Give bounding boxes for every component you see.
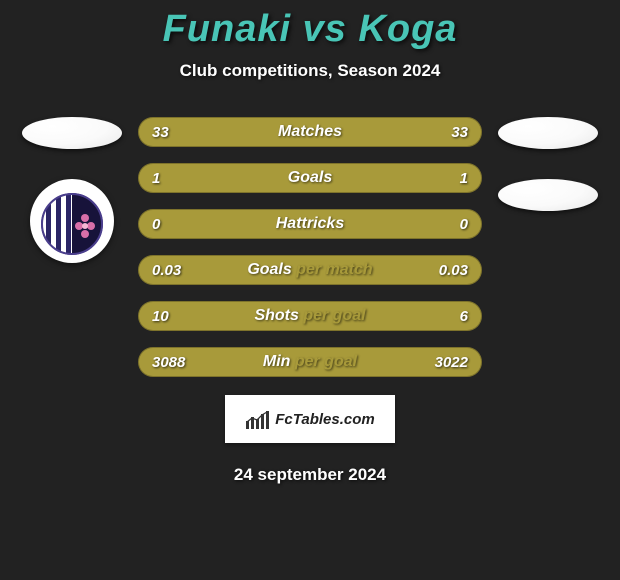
- card-date: 24 september 2024: [234, 465, 386, 485]
- stat-label: Goals per match: [212, 261, 408, 279]
- stat-label: Matches: [212, 123, 408, 141]
- stat-label-primary: Goals: [247, 261, 296, 278]
- stat-value-left: 1: [152, 170, 212, 187]
- stat-bar: 1 Goals 1: [138, 163, 482, 193]
- stat-label-primary: Shots: [254, 307, 303, 324]
- team-avatar-placeholder: [498, 179, 598, 211]
- stat-label-secondary: per match: [296, 261, 372, 278]
- stat-value-right: 3022: [408, 354, 468, 371]
- left-avatar-column: [17, 117, 127, 263]
- page-title: Funaki vs Koga: [163, 8, 458, 51]
- stat-value-left: 33: [152, 124, 212, 141]
- chart-bars-icon: [245, 409, 271, 429]
- stat-label-secondary: per goal: [295, 353, 357, 370]
- stat-value-left: 3088: [152, 354, 212, 371]
- stat-value-left: 0: [152, 216, 212, 233]
- content-row: 33Matches331Goals10Hattricks00.03Goals p…: [0, 117, 620, 377]
- stat-bar: 0.03Goals per match0.03: [138, 255, 482, 285]
- stat-value-right: 0.03: [408, 262, 468, 279]
- brand-logo-box: FcTables.com: [225, 395, 395, 443]
- player-avatar-placeholder: [22, 117, 122, 149]
- stat-label-secondary: per goal: [303, 307, 365, 324]
- stat-value-right: 6: [408, 308, 468, 325]
- stat-bar: 33 Matches 33: [138, 117, 482, 147]
- team-badge-logo: [30, 179, 114, 263]
- stat-value-left: 10: [152, 308, 212, 325]
- stat-value-right: 33: [408, 124, 468, 141]
- comparison-card: Funaki vs Koga Club competitions, Season…: [0, 0, 620, 580]
- stat-bars-container: 33Matches331Goals10Hattricks00.03Goals p…: [135, 117, 485, 377]
- stat-label-primary: Min: [263, 353, 295, 370]
- brand-name: FcTables.com: [275, 411, 374, 428]
- stat-label-primary: Matches: [278, 123, 342, 140]
- stat-label: Goals: [212, 169, 408, 187]
- stat-value-right: 1: [408, 170, 468, 187]
- player-avatar-placeholder: [498, 117, 598, 149]
- stat-label: Shots per goal: [212, 307, 408, 325]
- stat-bar: 3088Min per goal3022: [138, 347, 482, 377]
- stat-value-right: 0: [408, 216, 468, 233]
- stat-label-primary: Goals: [288, 169, 332, 186]
- right-avatar-column: [493, 117, 603, 211]
- club-crest-icon: [35, 184, 109, 258]
- page-subtitle: Club competitions, Season 2024: [180, 61, 441, 81]
- stat-bar: 0 Hattricks 0: [138, 209, 482, 239]
- stat-bar: 10Shots per goal6: [138, 301, 482, 331]
- stat-label: Hattricks: [212, 215, 408, 233]
- stat-value-left: 0.03: [152, 262, 212, 279]
- stat-label: Min per goal: [212, 353, 408, 371]
- stat-label-primary: Hattricks: [276, 215, 344, 232]
